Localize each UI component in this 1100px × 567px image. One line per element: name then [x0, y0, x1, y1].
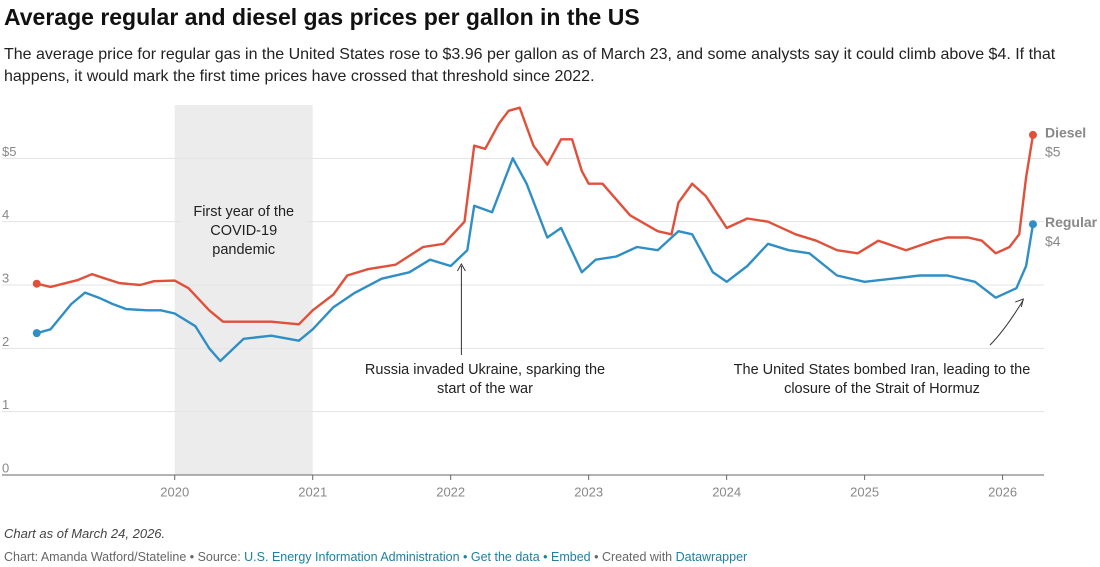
- y-tick-label: $5: [2, 144, 16, 159]
- x-tick-label: 2020: [160, 484, 189, 499]
- data-link[interactable]: • Get the data: [463, 550, 540, 564]
- x-tick-label: 2023: [574, 484, 603, 499]
- x-tick-label: 2021: [298, 484, 327, 499]
- arrow-head: [1015, 298, 1025, 308]
- chart-note: Chart as of March 24, 2026.: [4, 526, 166, 541]
- y-tick-label: 1: [2, 397, 9, 412]
- point: [1028, 220, 1037, 229]
- x-tick-label: 2022: [436, 484, 465, 499]
- annotation-arrow: [989, 299, 1024, 346]
- source-link[interactable]: U.S. Energy Information Administration: [244, 550, 460, 564]
- shading-label: First year of the COVID-19 pandemic: [181, 203, 307, 260]
- chart-subtitle: The average price for regular gas in the…: [4, 46, 1056, 85]
- y-tick-label: 2: [2, 334, 9, 349]
- credits: Chart: Amanda Watford/Stateline • Source…: [4, 550, 747, 564]
- chart-title: Average regular and diesel gas prices pe…: [4, 4, 640, 30]
- shaded-period: [174, 105, 313, 475]
- x-tick-label: 2024: [712, 484, 741, 499]
- point: [1028, 130, 1037, 139]
- annotation: The United States bombed Iran, leading t…: [733, 362, 1031, 397]
- annotation: Russia invaded Ukraine, sparking the sta…: [364, 362, 606, 397]
- chart: 0 1 2 3 4 $5 2020 2021 2022 2023 2024 2025 2026 Diese…: [2, 105, 1098, 499]
- y-tick-label: 3: [2, 270, 9, 285]
- embed-link[interactable]: • Embed: [543, 550, 591, 564]
- arrow-head: [456, 262, 466, 272]
- y-tick-label: 0: [2, 460, 9, 475]
- legend-label: Regular: [1045, 214, 1098, 230]
- line: [36, 106, 1035, 326]
- line: [36, 157, 1035, 363]
- credit: Chart: Amanda Watford/Stateline • Source…: [4, 550, 241, 564]
- legend-label: Diesel: [1045, 125, 1086, 141]
- x-tick-label: 2025: [850, 484, 879, 499]
- y-tick-label: 4: [2, 207, 9, 222]
- end-label: $4: [1045, 233, 1061, 249]
- tool-link[interactable]: Datawrapper: [675, 550, 748, 564]
- point: [32, 329, 41, 338]
- x-tick-label: 2026: [988, 484, 1017, 499]
- created-with: • Created with: [594, 550, 673, 564]
- point: [32, 279, 41, 288]
- end-label: $5: [1045, 144, 1061, 160]
